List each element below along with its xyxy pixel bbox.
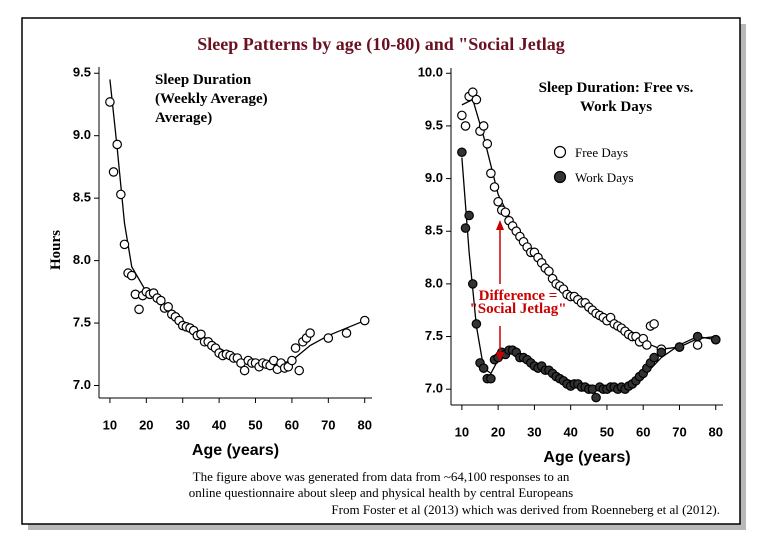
arrow-head <box>496 352 504 362</box>
data-point <box>482 139 493 149</box>
legend-marker <box>553 170 567 184</box>
data-point <box>163 302 173 312</box>
legend-label: Free Days <box>575 145 628 160</box>
data-point <box>323 333 334 343</box>
legend-marker <box>553 145 567 159</box>
data-point <box>674 342 685 352</box>
y-tick-label: 7.0 <box>73 377 91 392</box>
annotation-note: "Social Jetlag" <box>469 301 566 317</box>
footnote: online questionnaire about sleep and phy… <box>189 485 573 500</box>
data-point <box>305 328 315 338</box>
y-tick-label: 9.0 <box>73 127 91 142</box>
data-point <box>544 266 554 277</box>
data-point <box>294 365 304 376</box>
x-tick-label: 40 <box>212 417 226 432</box>
data-point <box>710 334 721 345</box>
x-tick-label: 20 <box>139 417 153 432</box>
x-tick-label: 20 <box>491 424 505 439</box>
data-point <box>112 139 122 150</box>
y-tick-label: 8.5 <box>73 190 91 205</box>
data-point <box>642 340 652 350</box>
x-tick-label: 70 <box>321 417 335 432</box>
data-point <box>500 207 511 218</box>
y-tick-label: 10.0 <box>418 65 443 80</box>
data-point <box>591 392 601 403</box>
data-point <box>126 270 137 281</box>
legend-label: Work Days <box>575 170 634 185</box>
data-point <box>493 196 503 207</box>
x-tick-label: 60 <box>636 424 650 439</box>
data-point <box>460 121 471 131</box>
x-tick-label: 80 <box>709 424 723 439</box>
annotation: (Weekly Average) <box>155 91 268 107</box>
y-tick-label: 8.0 <box>425 275 443 290</box>
data-point <box>467 279 478 289</box>
y-tick-label: 9.0 <box>425 170 443 185</box>
data-point <box>471 319 482 329</box>
y-tick-label: 7.0 <box>425 381 443 396</box>
x-axis-label: Age (years) <box>543 449 630 466</box>
x-axis-label: Age (years) <box>192 442 279 459</box>
data-point <box>116 189 126 200</box>
arrow-head <box>496 220 504 230</box>
data-point <box>108 167 119 177</box>
x-tick-label: 50 <box>248 417 262 432</box>
data-point <box>649 352 659 363</box>
x-tick-label: 80 <box>357 417 371 432</box>
annotation: Sleep Duration <box>155 72 252 88</box>
data-point <box>460 223 471 233</box>
data-point <box>287 355 297 366</box>
y-tick-label: 9.5 <box>425 117 443 132</box>
data-point <box>290 343 301 353</box>
x-tick-label: 30 <box>175 417 189 432</box>
y-tick-label: 7.5 <box>425 328 443 343</box>
data-point <box>156 295 166 306</box>
y-tick-label: 8.0 <box>73 252 91 267</box>
data-point <box>464 210 474 221</box>
y-axis-label: Hours <box>48 230 64 270</box>
data-point <box>649 319 659 329</box>
footnote: From Foster et al (2013) which was deriv… <box>331 502 720 517</box>
x-tick-label: 50 <box>600 424 614 439</box>
data-point <box>656 347 667 358</box>
data-point <box>239 365 250 376</box>
data-point <box>457 110 467 121</box>
data-point <box>692 340 703 350</box>
data-point <box>489 182 500 192</box>
annotation: Work Days <box>580 99 652 115</box>
x-tick-label: 70 <box>672 424 686 439</box>
x-tick-label: 30 <box>527 424 541 439</box>
frame <box>21 17 741 525</box>
y-tick-label: 8.5 <box>425 223 443 238</box>
data-point <box>105 97 115 107</box>
data-point <box>478 121 489 131</box>
data-point <box>478 363 489 373</box>
footnote: The figure above was generated from data… <box>193 469 570 484</box>
data-point <box>467 87 478 98</box>
data-point <box>692 331 703 342</box>
data-point <box>196 329 206 340</box>
data-point <box>457 147 467 158</box>
data-point <box>486 373 496 384</box>
y-tick-label: 7.5 <box>73 314 91 329</box>
data-point <box>134 304 144 315</box>
x-tick-label: 10 <box>103 417 117 432</box>
annotation: Average) <box>155 110 212 126</box>
y-tick-label: 9.5 <box>73 65 91 80</box>
data-point <box>486 168 496 179</box>
data-point <box>341 328 352 338</box>
data-point <box>119 239 130 250</box>
data-point <box>471 94 482 105</box>
x-tick-label: 10 <box>455 424 469 439</box>
data-point <box>359 315 370 326</box>
x-tick-label: 60 <box>285 417 299 432</box>
x-tick-label: 40 <box>563 424 577 439</box>
annotation: Sleep Duration: Free vs. <box>539 80 694 96</box>
annotation-note: Difference = <box>479 288 558 304</box>
chart-title: Sleep Patterns by age (10-80) and "Socia… <box>197 34 564 55</box>
